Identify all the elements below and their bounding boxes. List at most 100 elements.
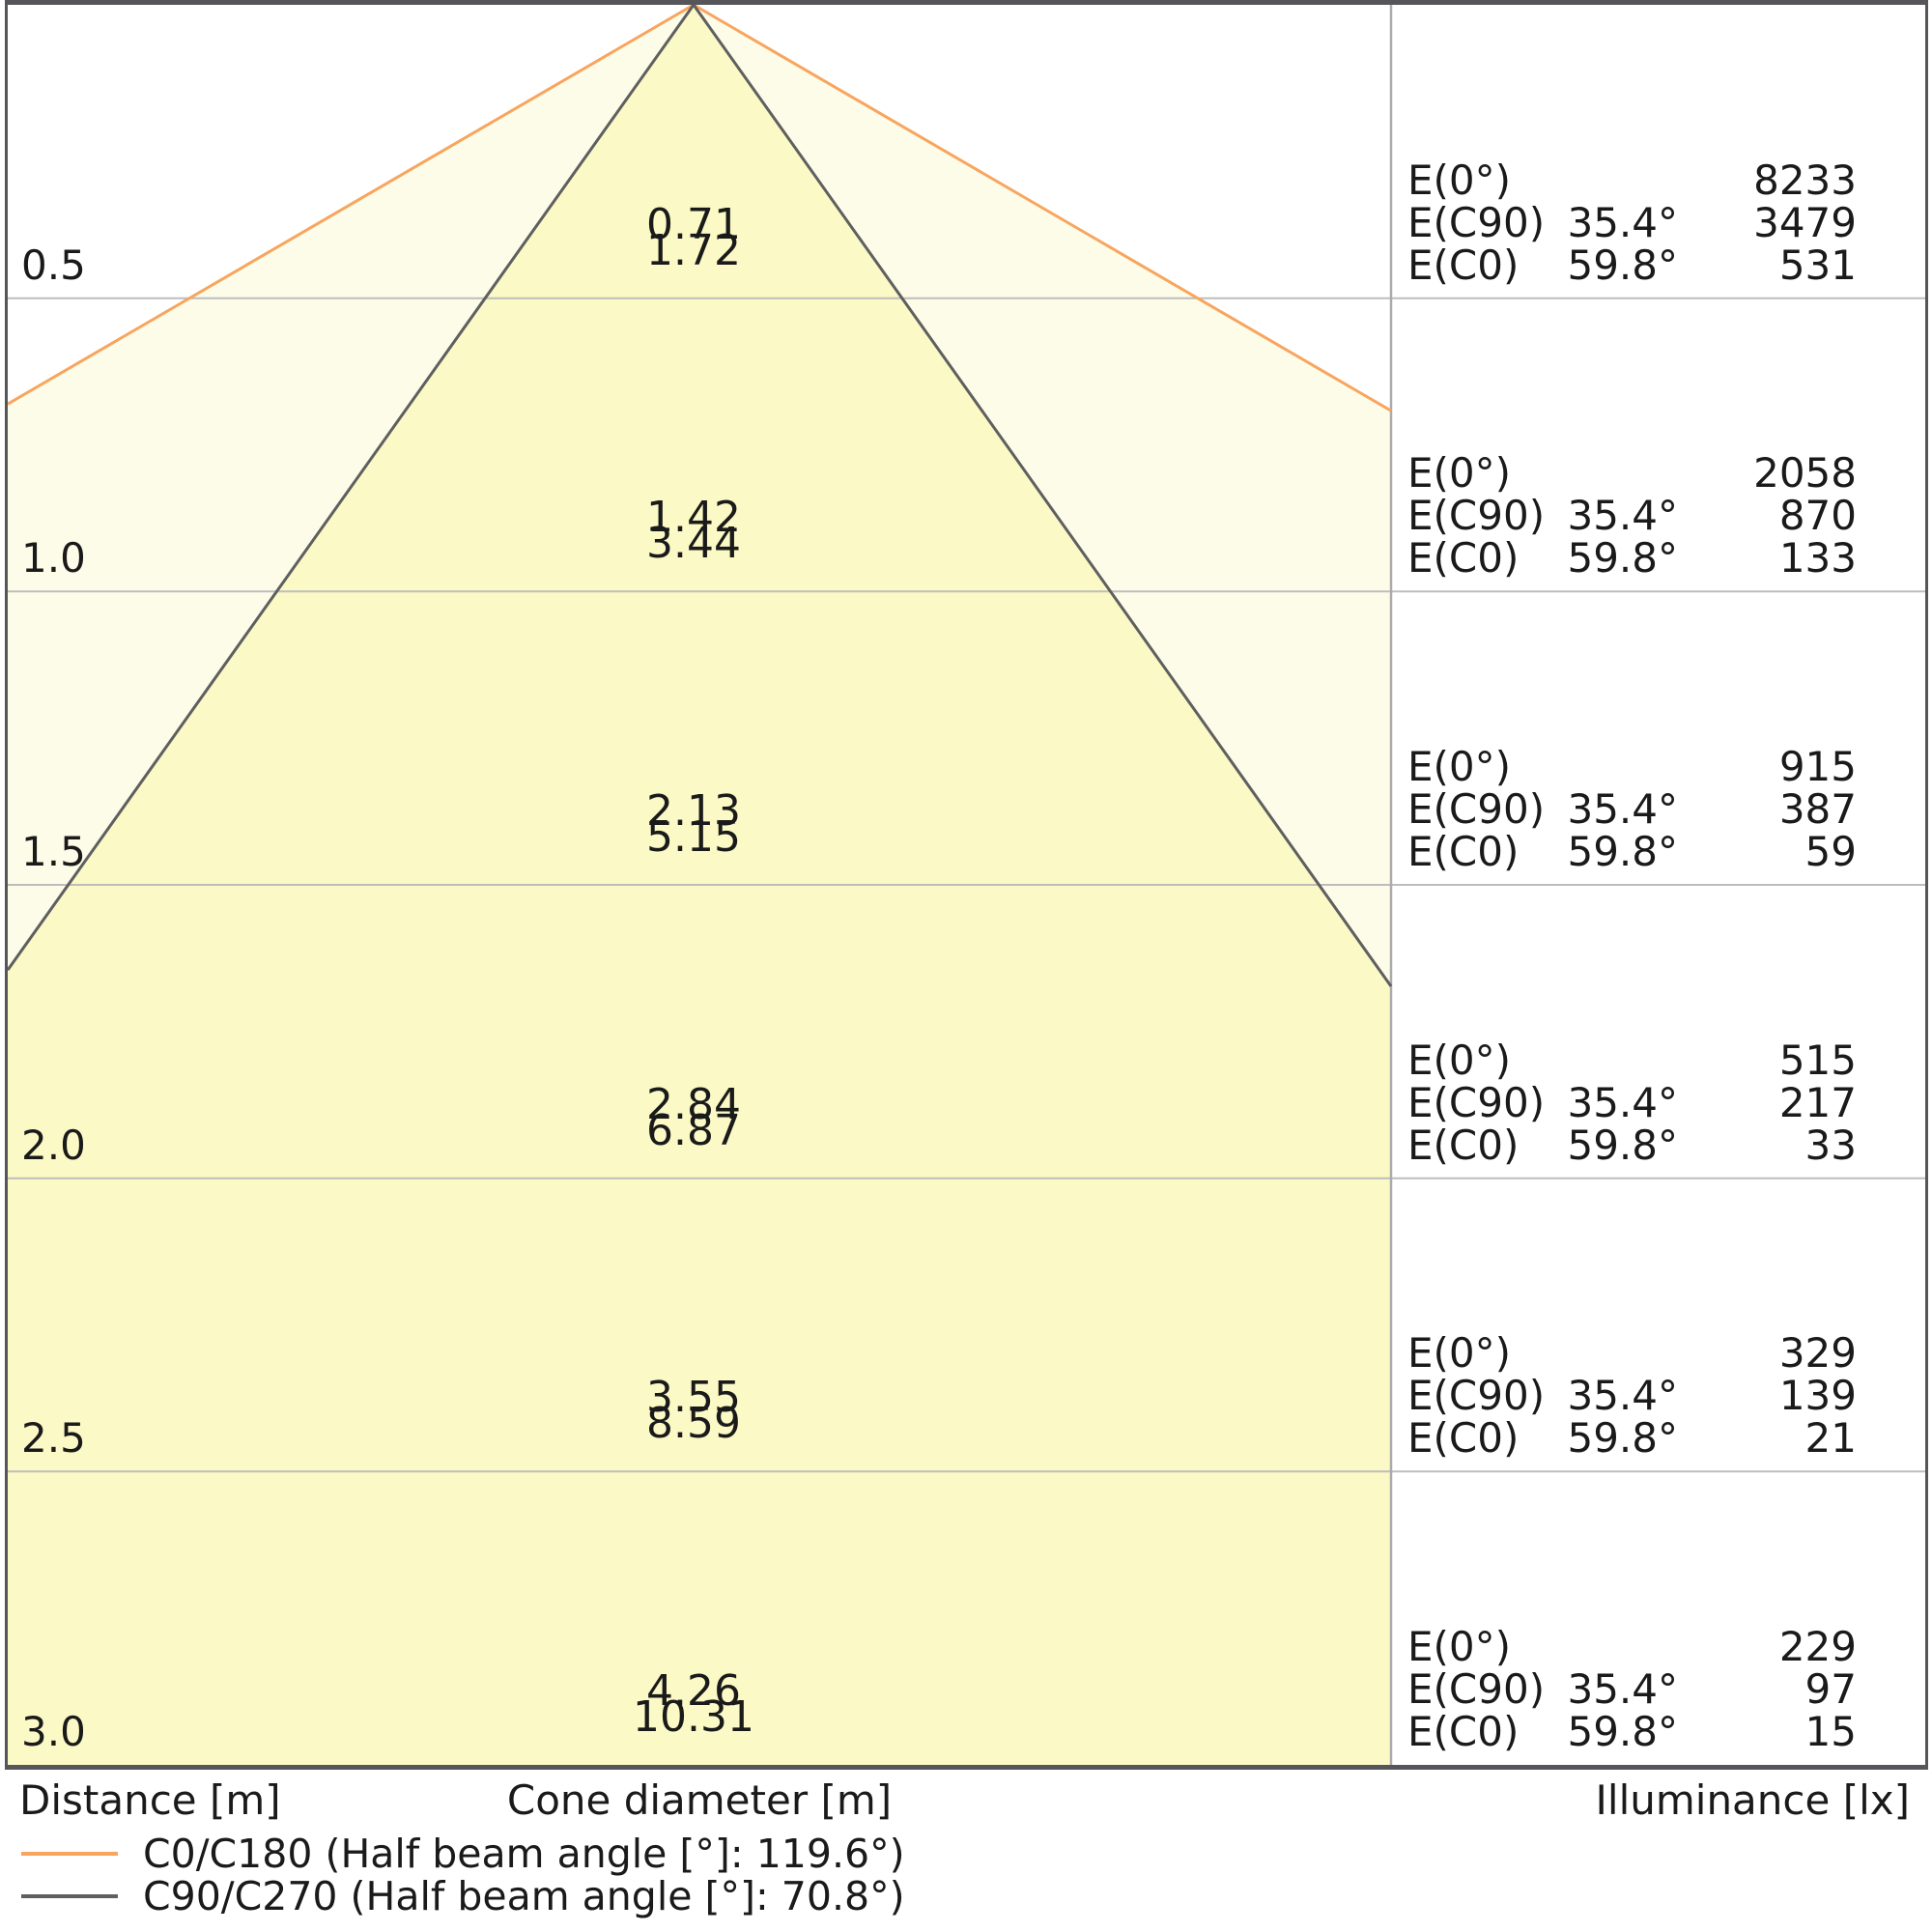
- illuminance-label: E(0°): [1407, 1329, 1512, 1378]
- illuminance-value: 8233: [1753, 156, 1857, 204]
- cone-chart-svg: [8, 5, 1925, 1765]
- illuminance-label: E(0°): [1407, 449, 1512, 497]
- distance-tick-label: 0.5: [21, 241, 86, 289]
- illuminance-row: E(0°) 2058 E(C90) 35.4° 870 E(C0) 59.8° 133: [1407, 452, 1857, 580]
- illuminance-line: E(0°) 229: [1407, 1626, 1857, 1668]
- legend-label-c0: C0/C180 (Half beam angle [°]: 119.6°): [143, 1831, 905, 1877]
- illuminance-line: E(C90) 35.4° 3479: [1407, 198, 1857, 246]
- cone-diameter-axis-label: Cone diameter [m]: [506, 1776, 893, 1824]
- illuminance-value: 3479: [1753, 198, 1857, 246]
- illuminance-line: E(0°) 915: [1407, 746, 1857, 788]
- illuminance-line: E(C90) 35.4° 870: [1407, 495, 1857, 537]
- illuminance-row: E(0°) 229 E(C90) 35.4° 97 E(C0) 59.8° 15: [1407, 1626, 1857, 1753]
- illuminance-label: E(C0): [1407, 1414, 1520, 1463]
- illuminance-angle: 35.4°: [1567, 1372, 1678, 1420]
- illuminance-value: 139: [1778, 1372, 1857, 1420]
- illuminance-label: E(C90): [1407, 785, 1546, 833]
- illuminance-label: E(C0): [1407, 1121, 1520, 1169]
- legend-row-c90: C90/C270 (Half beam angle [°]: 70.8°): [21, 1875, 905, 1918]
- cone-chart-area: 0.5 0.71 1.72 E(0°) 8233 E(C90) 35.4° 3479 E(C0)…: [5, 0, 1928, 1770]
- beam-line: [692, 5, 1393, 987]
- illuminance-label: E(C90): [1407, 1078, 1546, 1126]
- illuminance-value: 515: [1778, 1036, 1857, 1084]
- illuminance-value: 33: [1804, 1121, 1857, 1169]
- distance-axis-label: Distance [m]: [19, 1776, 281, 1824]
- illuminance-angle: 59.8°: [1567, 534, 1678, 582]
- illuminance-value: 97: [1804, 1665, 1857, 1713]
- illuminance-value: 59: [1804, 828, 1857, 875]
- illuminance-angle: 35.4°: [1567, 1665, 1678, 1713]
- illuminance-label: E(C90): [1407, 492, 1546, 540]
- illuminance-label: E(C0): [1407, 828, 1520, 875]
- illuminance-line: E(C0) 59.8° 33: [1407, 1121, 1857, 1169]
- illuminance-line: E(0°) 8233: [1407, 156, 1857, 204]
- cone-diameter-labels: 1.42 3.44: [646, 497, 741, 569]
- gray-line-swatch-icon: [21, 1894, 118, 1898]
- illuminance-line: E(0°) 329: [1407, 1332, 1857, 1375]
- illuminance-line: E(C0) 59.8° 59: [1407, 831, 1857, 873]
- illuminance-angle: 35.4°: [1567, 1078, 1678, 1126]
- illuminance-angle: 59.8°: [1567, 1121, 1678, 1169]
- illuminance-line: E(C0) 59.8° 133: [1407, 537, 1857, 580]
- legend-label-c90: C90/C270 (Half beam angle [°]: 70.8°): [143, 1873, 905, 1919]
- distance-tick-label: 1.5: [21, 828, 86, 875]
- illuminance-angle: 35.4°: [1567, 492, 1678, 540]
- illuminance-value: 133: [1778, 534, 1857, 582]
- illuminance-value: 915: [1778, 743, 1857, 790]
- illuminance-value: 229: [1778, 1623, 1857, 1670]
- cone-diameter-c0-value: 1.72: [646, 225, 741, 275]
- beam-line: [8, 5, 696, 971]
- illuminance-value: 217: [1778, 1078, 1857, 1126]
- illuminance-label: E(C0): [1407, 534, 1520, 582]
- illuminance-line: E(C90) 35.4° 139: [1407, 1375, 1857, 1417]
- legend-row-c0: C0/C180 (Half beam angle [°]: 119.6°): [21, 1833, 905, 1875]
- illuminance-label: E(C0): [1407, 241, 1520, 289]
- illuminance-label: E(C90): [1407, 1665, 1546, 1713]
- cone-diameter-c0-value: 6.87: [646, 1105, 741, 1155]
- illuminance-angle: 35.4°: [1567, 198, 1678, 246]
- beam-line: [8, 5, 695, 406]
- illuminance-row: E(0°) 8233 E(C90) 35.4° 3479 E(C0) 59.8° 531: [1407, 156, 1857, 289]
- distance-tick-label: 2.0: [21, 1121, 86, 1169]
- cone-diameter-c0-value: 10.31: [633, 1692, 754, 1742]
- illuminance-line: E(C0) 59.8° 15: [1407, 1711, 1857, 1753]
- cone-diameter-c0-value: 3.44: [646, 519, 741, 569]
- illuminance-value: 870: [1778, 492, 1857, 540]
- illuminance-value: 21: [1804, 1414, 1857, 1463]
- illuminance-line: E(C0) 59.8° 21: [1407, 1417, 1857, 1460]
- illuminance-axis-label: Illuminance [lx]: [1595, 1776, 1910, 1824]
- cone-diameter-c0-value: 8.59: [646, 1399, 741, 1449]
- illuminance-angle: 59.8°: [1567, 241, 1678, 289]
- illuminance-line: E(C90) 35.4° 217: [1407, 1078, 1857, 1126]
- orange-line-swatch-icon: [21, 1852, 118, 1856]
- illuminance-label: E(0°): [1407, 1623, 1512, 1670]
- illuminance-line: E(C90) 35.4° 387: [1407, 788, 1857, 831]
- illuminance-value: 329: [1778, 1329, 1857, 1378]
- cone-diameter-c0-value: 5.15: [646, 812, 741, 862]
- distance-tick-label: 3.0: [21, 1708, 86, 1755]
- cone-diameter-labels: 2.84 6.87: [646, 1083, 741, 1155]
- distance-tick-label: 2.5: [21, 1414, 86, 1463]
- illuminance-label: E(C90): [1407, 198, 1546, 246]
- illuminance-value: 531: [1778, 241, 1857, 289]
- illuminance-angle: 59.8°: [1567, 828, 1678, 875]
- illuminance-label: E(0°): [1407, 743, 1512, 790]
- cone-diameter-labels: 3.55 8.59: [646, 1377, 741, 1449]
- illuminance-line: E(C90) 35.4° 97: [1407, 1668, 1857, 1711]
- illuminance-angle: 35.4°: [1567, 785, 1678, 833]
- illuminance-line: E(C0) 59.8° 531: [1407, 241, 1857, 289]
- illuminance-value: 387: [1778, 785, 1857, 833]
- illuminance-line: E(0°) 2058: [1407, 452, 1857, 495]
- cone-diameter-labels: 4.26 10.31: [633, 1670, 754, 1742]
- illuminance-row: E(0°) 515 E(C90) 35.4° 217 E(C0) 59.8° 33: [1407, 1036, 1857, 1169]
- illuminance-row: E(0°) 329 E(C90) 35.4° 139 E(C0) 59.8° 21: [1407, 1332, 1857, 1460]
- beam-line: [693, 5, 1392, 412]
- illuminance-value: 15: [1804, 1708, 1857, 1755]
- cone-diameter-labels: 2.13 5.15: [646, 790, 741, 862]
- illuminance-label: E(C0): [1407, 1708, 1520, 1755]
- illuminance-line: E(0°) 515: [1407, 1036, 1857, 1084]
- illuminance-row: E(0°) 915 E(C90) 35.4° 387 E(C0) 59.8° 59: [1407, 746, 1857, 873]
- illuminance-angle: 59.8°: [1567, 1708, 1678, 1755]
- illuminance-label: E(0°): [1407, 156, 1512, 204]
